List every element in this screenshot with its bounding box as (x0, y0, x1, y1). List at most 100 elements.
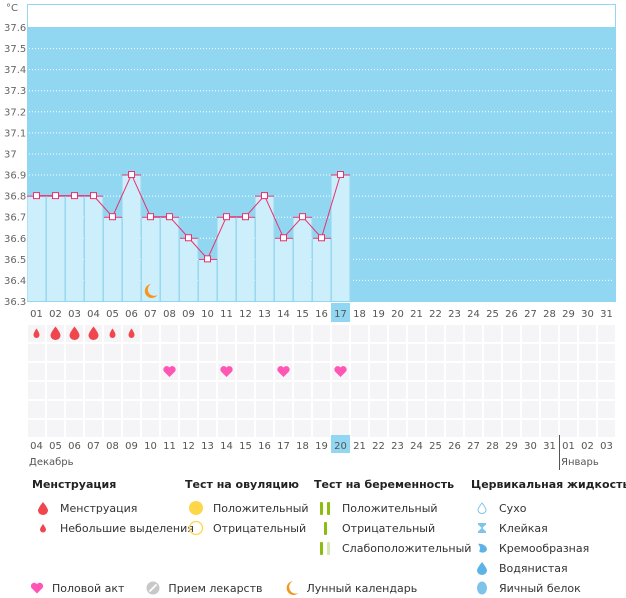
temp-point (166, 213, 173, 221)
symptom-cell (598, 382, 615, 399)
symptom-cell (142, 344, 159, 361)
symptom-cell (389, 401, 406, 418)
temp-bar (27, 195, 46, 301)
y-tick-label: 37.5 (4, 44, 26, 55)
symptom-cell (161, 344, 178, 361)
legend-item: Слабоположительный (314, 538, 471, 558)
date-label: 01 (562, 441, 575, 452)
legend-item: Менструация (32, 498, 194, 518)
symptom-cell (351, 325, 368, 342)
date-label: 18 (296, 441, 309, 452)
temp-bar (160, 216, 179, 301)
temp-point (185, 234, 192, 242)
x-tick-label: 08 (163, 309, 176, 320)
symptom-cell (294, 325, 311, 342)
symptom-cell (560, 401, 577, 418)
symptom-cell (85, 363, 102, 380)
symptom-cell (161, 420, 178, 437)
faint-double-bar-icon (314, 541, 336, 555)
x-tick-label: 02 (49, 309, 62, 320)
temp-point (147, 213, 154, 221)
symptom-cell (598, 344, 615, 361)
symptom-cell (446, 344, 463, 361)
symptom-cell (332, 382, 349, 399)
y-tick-label: 37.4 (4, 65, 26, 76)
drop-small-icon (32, 523, 54, 533)
symptom-cell (256, 401, 273, 418)
date-label: 13 (201, 441, 214, 452)
symptom-cell (161, 382, 178, 399)
symptom-cell (579, 382, 596, 399)
symptom-cell (256, 382, 273, 399)
symptom-cell (484, 382, 501, 399)
symptom-cell (313, 382, 330, 399)
temp-bar (84, 195, 103, 301)
symptom-cell (598, 325, 615, 342)
date-label: 26 (448, 441, 461, 452)
x-tick-label: 11 (220, 309, 233, 320)
x-tick-label: 28 (543, 309, 556, 320)
symptom-cell (541, 382, 558, 399)
x-tick-label: 27 (524, 309, 537, 320)
symptom-cell (522, 401, 539, 418)
x-tick-label: 09 (182, 309, 195, 320)
legend-item: Небольшие выделения (32, 518, 194, 538)
symptom-cell (408, 363, 425, 380)
symptom-cell (522, 344, 539, 361)
symptom-cell (275, 420, 292, 437)
symptom-cell (389, 382, 406, 399)
egg-white-icon (471, 581, 493, 595)
month-label: Декабрь (29, 457, 74, 468)
symptom-cell (294, 420, 311, 437)
y-tick-label: 36.9 (4, 171, 26, 182)
symptom-cell (484, 344, 501, 361)
legend-label: Отрицательный (213, 521, 307, 535)
symptom-cell (484, 420, 501, 437)
symptom-cell (541, 420, 558, 437)
date-label: 29 (505, 441, 518, 452)
symptom-cell (85, 401, 102, 418)
temp-bar (198, 258, 217, 301)
symptom-cell (351, 363, 368, 380)
legend-label: Клейкая (499, 521, 548, 535)
x-tick-label: 14 (277, 309, 290, 320)
symptom-cell (484, 325, 501, 342)
temp-point (242, 213, 249, 221)
temp-bar (141, 216, 160, 301)
symptom-cell (522, 420, 539, 437)
dry-icon (471, 502, 493, 514)
symptom-cell (180, 344, 197, 361)
symptom-cell (28, 420, 45, 437)
symptom-cell (465, 344, 482, 361)
symptom-cell (579, 325, 596, 342)
symptom-cell (180, 325, 197, 342)
spotting-drop-icon (109, 328, 116, 338)
symptom-cell (427, 401, 444, 418)
spotting-drop-icon (33, 328, 40, 338)
legend-label: Половой акт (52, 581, 125, 595)
symptom-cell (275, 344, 292, 361)
x-tick-label: 19 (372, 309, 385, 320)
symptom-cell (66, 363, 83, 380)
symptom-cell (142, 325, 159, 342)
date-label: 09 (125, 441, 138, 452)
symptom-cell (313, 401, 330, 418)
symptom-cell (313, 363, 330, 380)
symptom-cell (427, 344, 444, 361)
heart-icon (220, 366, 233, 377)
symptom-cell (256, 363, 273, 380)
legend-title: Тест на овуляцию (185, 478, 299, 491)
y-tick-label: 37.1 (4, 128, 26, 139)
x-tick-label: 31 (600, 309, 613, 320)
symptom-cell (142, 382, 159, 399)
legend-item: Отрицательный (185, 518, 309, 538)
symptom-cell (484, 401, 501, 418)
symptom-cell (123, 420, 140, 437)
symptom-cell (408, 344, 425, 361)
symptom-cell (579, 363, 596, 380)
legend-item: Половой акт (30, 582, 124, 595)
symptom-cell (256, 420, 273, 437)
symptom-cell (237, 363, 254, 380)
symptom-cell (522, 363, 539, 380)
sticky-icon (471, 522, 493, 534)
